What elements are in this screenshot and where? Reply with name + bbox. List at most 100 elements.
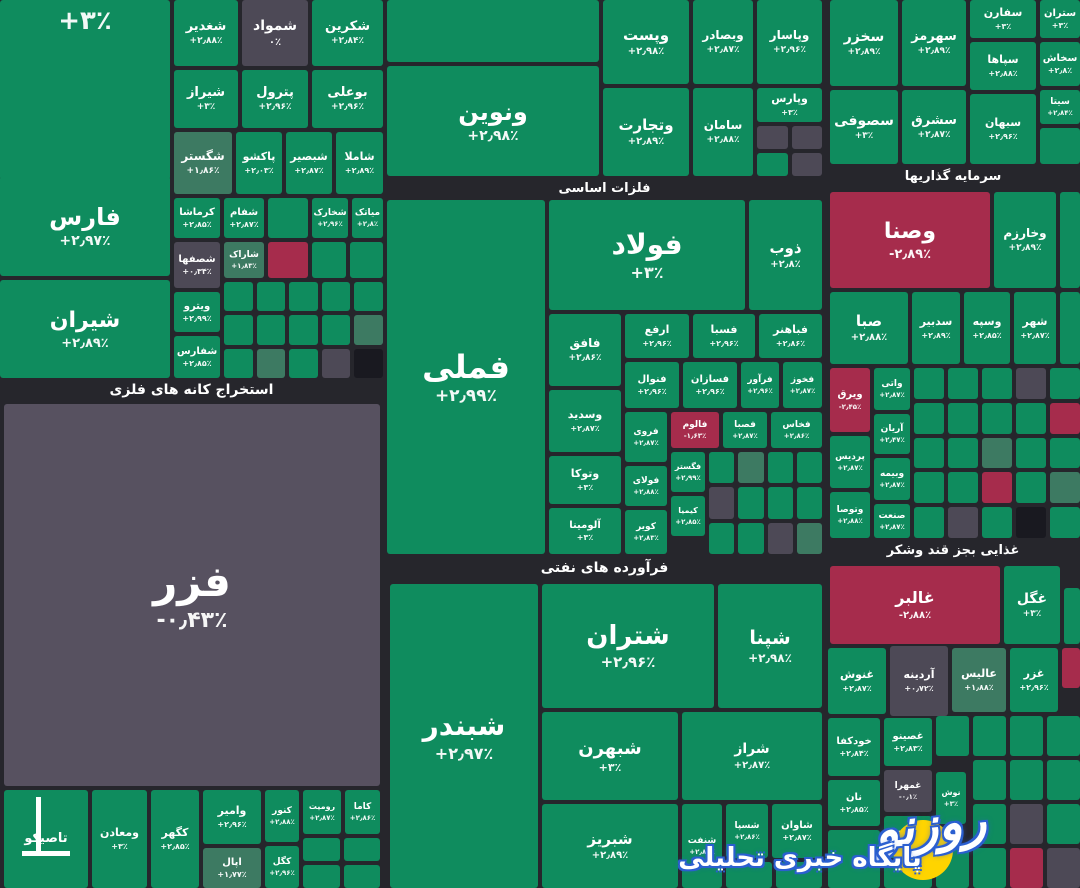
- stock-cell-small[interactable]: [767, 452, 793, 484]
- stock-cell-سفارن[interactable]: سفارن +۳٪: [970, 0, 1036, 38]
- stock-cell-small[interactable]: [321, 348, 351, 378]
- stock-cell[interactable]: [1062, 648, 1080, 688]
- stock-cell-small[interactable]: [791, 126, 822, 149]
- stock-cell-small[interactable]: [1050, 368, 1080, 399]
- stock-cell-small[interactable]: [982, 402, 1012, 434]
- stock-cell-صبا[interactable]: صبا +۲٫۸۸٪: [830, 292, 908, 364]
- stock-cell-small[interactable]: [1050, 507, 1080, 538]
- stock-cell-small[interactable]: [1050, 472, 1080, 504]
- stock-cell-فرآور[interactable]: فرآور +۲٫۹۶٪: [741, 362, 779, 408]
- stock-cell-سبهان[interactable]: سبهان +۲٫۹۶٪: [970, 94, 1036, 164]
- stock-cell-small[interactable]: [1047, 848, 1080, 888]
- stock-cell-شغدیر[interactable]: شغدیر +۲٫۸۸٪: [174, 0, 238, 66]
- stock-cell-فروی[interactable]: فروی +۲٫۸۷٪: [625, 412, 667, 462]
- stock-cell-فخوز[interactable]: فخوز +۲٫۸۷٪: [783, 362, 822, 408]
- stock-cell-small[interactable]: [982, 472, 1012, 504]
- stock-cell-میاتک[interactable]: میاتک +۲٫۸٪: [352, 198, 383, 238]
- stock-cell-small[interactable]: [1010, 716, 1043, 756]
- stock-cell-آریان[interactable]: آریان +۲٫۴۷٪: [874, 414, 910, 454]
- stock-cell-پردیس[interactable]: پردیس +۲٫۸۷٪: [830, 436, 870, 488]
- stock-cell-وامیر[interactable]: وامیر +۲٫۹۶٪: [203, 790, 261, 844]
- stock-cell-رومیت[interactable]: رومیت +۲٫۸۷٪: [303, 790, 341, 834]
- stock-cell-small[interactable]: [738, 522, 764, 554]
- stock-cell-فالوم[interactable]: فالوم -۱٫۶۳٪: [671, 412, 719, 448]
- stock-cell-small[interactable]: [767, 522, 793, 554]
- stock-cell-small[interactable]: [1016, 437, 1046, 469]
- stock-cell-سیتا[interactable]: سیتا +۲٫۸۴٪: [1040, 90, 1080, 124]
- stock-cell-small[interactable]: [303, 865, 340, 888]
- stock-cell-small[interactable]: [1016, 472, 1046, 504]
- stock-cell[interactable]: +۳٪: [0, 0, 170, 180]
- stock-cell-شپنا[interactable]: شپنا +۲٫۹۸٪: [718, 584, 822, 708]
- stock-cell-غنوش[interactable]: غنوش +۲٫۸۷٪: [828, 648, 886, 714]
- stock-cell-فولاد[interactable]: فولاد +۳٪: [549, 200, 745, 310]
- stock-cell-فباهنر[interactable]: فباهنر +۲٫۸۶٪: [759, 314, 822, 358]
- stock-cell-پاکشو[interactable]: پاکشو +۲٫۰۳٪: [236, 132, 282, 194]
- stock-cell-سخزر[interactable]: سخزر +۲٫۸۹٪: [830, 0, 898, 86]
- stock-cell-وسدید[interactable]: وسدید +۲٫۸۷٪: [549, 390, 621, 452]
- stock-cell-small[interactable]: [709, 522, 735, 554]
- stock-cell-شاراک[interactable]: شاراک +۱٫۸۳٪: [224, 242, 264, 278]
- stock-cell-ویرق[interactable]: ویرق -۲٫۴۵٪: [830, 368, 870, 432]
- stock-cell-وخارزم[interactable]: وخارزم +۲٫۸۹٪: [994, 192, 1056, 288]
- stock-cell-وبیمه[interactable]: وبیمه +۲٫۸۷٪: [874, 458, 910, 500]
- stock-cell-وسپه[interactable]: وسپه +۲٫۸۵٪: [964, 292, 1010, 364]
- stock-cell-وصنا[interactable]: وصنا -۲٫۸۹٪: [830, 192, 990, 288]
- stock-cell-small[interactable]: [914, 472, 944, 504]
- stock-cell-small[interactable]: [289, 315, 318, 345]
- stock-cell-کگهر[interactable]: کگهر +۲٫۸۵٪: [151, 790, 199, 888]
- stock-cell-small[interactable]: [738, 452, 764, 484]
- stock-cell-شهر[interactable]: شهر +۲٫۸۷٪: [1014, 292, 1056, 364]
- stock-cell-وتوصا[interactable]: وتوصا +۲٫۸۸٪: [830, 492, 870, 538]
- stock-cell-غگل[interactable]: غگل +۳٪: [1004, 566, 1060, 644]
- stock-cell-وپاسار[interactable]: وپاسار +۲٫۹۶٪: [757, 0, 822, 84]
- stock-cell-small[interactable]: [303, 838, 340, 861]
- stock-cell-small[interactable]: [709, 487, 735, 519]
- stock-cell-small[interactable]: [343, 838, 380, 861]
- stock-cell-small[interactable]: [738, 487, 764, 519]
- stock-cell-small[interactable]: [224, 282, 253, 312]
- stock-cell-small[interactable]: [1016, 507, 1046, 538]
- stock-cell-سخاش[interactable]: سخاش +۲٫۸٪: [1040, 42, 1080, 86]
- stock-cell-small[interactable]: [982, 368, 1012, 399]
- stock-cell-small[interactable]: [796, 522, 822, 554]
- stock-cell-نان[interactable]: نان +۲٫۸۵٪: [828, 780, 880, 826]
- stock-cell-small[interactable]: [354, 282, 383, 312]
- stock-cell-خودکفا[interactable]: خودکفا +۲٫۸۴٪: [828, 718, 880, 776]
- stock-cell-شبصیر[interactable]: شبصیر +۲٫۸۷٪: [286, 132, 332, 194]
- stock-cell-شراز[interactable]: شراز +۲٫۸۷٪: [682, 712, 822, 800]
- stock-cell-small[interactable]: [982, 507, 1012, 538]
- stock-cell-نوش[interactable]: نوش +۳٪: [936, 772, 966, 824]
- stock-cell-small[interactable]: [776, 862, 822, 888]
- stock-cell-صنعت[interactable]: صنعت +۲٫۸۷٪: [874, 504, 910, 538]
- stock-cell[interactable]: [1064, 588, 1080, 644]
- stock-cell-small[interactable]: [914, 437, 944, 469]
- stock-cell-سهرمز[interactable]: سهرمز +۲٫۸۹٪: [902, 0, 966, 86]
- stock-cell-شفارس[interactable]: شفارس +۲٫۸۵٪: [174, 336, 220, 378]
- stock-cell-small[interactable]: [343, 865, 380, 888]
- stock-cell-small[interactable]: [982, 437, 1012, 469]
- stock-cell-سصوفی[interactable]: سصوفی +۳٪: [830, 90, 898, 164]
- stock-cell-غمهرا[interactable]: غمهرا -۰٫۱٪: [884, 770, 932, 812]
- stock-cell-شاملا[interactable]: شاملا +۲٫۸۹٪: [336, 132, 383, 194]
- stock-cell-ذوب[interactable]: ذوب +۲٫۸٪: [749, 200, 822, 310]
- stock-cell-small[interactable]: [1047, 716, 1080, 756]
- stock-cell-سدبیر[interactable]: سدبیر +۲٫۸۹٪: [912, 292, 960, 364]
- stock-cell-وپست[interactable]: وپست +۲٫۹۸٪: [603, 0, 689, 84]
- stock-cell-ستران[interactable]: ستران +۳٪: [1040, 0, 1080, 38]
- stock-cell-فملی[interactable]: فملی +۲٫۹۹٪: [387, 200, 545, 554]
- stock-cell-شنفت[interactable]: شنفت +۲٫۸۷٪: [682, 804, 722, 888]
- stock-cell-small[interactable]: [256, 282, 286, 312]
- stock-cell-small[interactable]: [726, 862, 772, 888]
- stock-cell-ویترو[interactable]: ویترو +۲٫۹۹٪: [174, 292, 220, 332]
- stock-cell-وتوکا[interactable]: وتوکا +۳٪: [549, 456, 621, 504]
- stock-cell-small[interactable]: [354, 315, 383, 345]
- stock-cell-غالبر[interactable]: غالبر -۲٫۸۸٪: [830, 566, 1000, 644]
- stock-cell-فافق[interactable]: فافق +۲٫۸۶٪: [549, 314, 621, 386]
- stock-cell-فصبا[interactable]: فصبا +۲٫۸۷٪: [723, 412, 767, 448]
- stock-cell[interactable]: [828, 830, 880, 888]
- stock-cell-small[interactable]: [791, 153, 822, 176]
- stock-cell-small[interactable]: [1050, 437, 1080, 469]
- stock-cell-شصفها[interactable]: شصفها +۰٫۳۴٪: [174, 242, 220, 288]
- stock-cell-کویر[interactable]: کویر +۲٫۸۳٪: [625, 510, 667, 554]
